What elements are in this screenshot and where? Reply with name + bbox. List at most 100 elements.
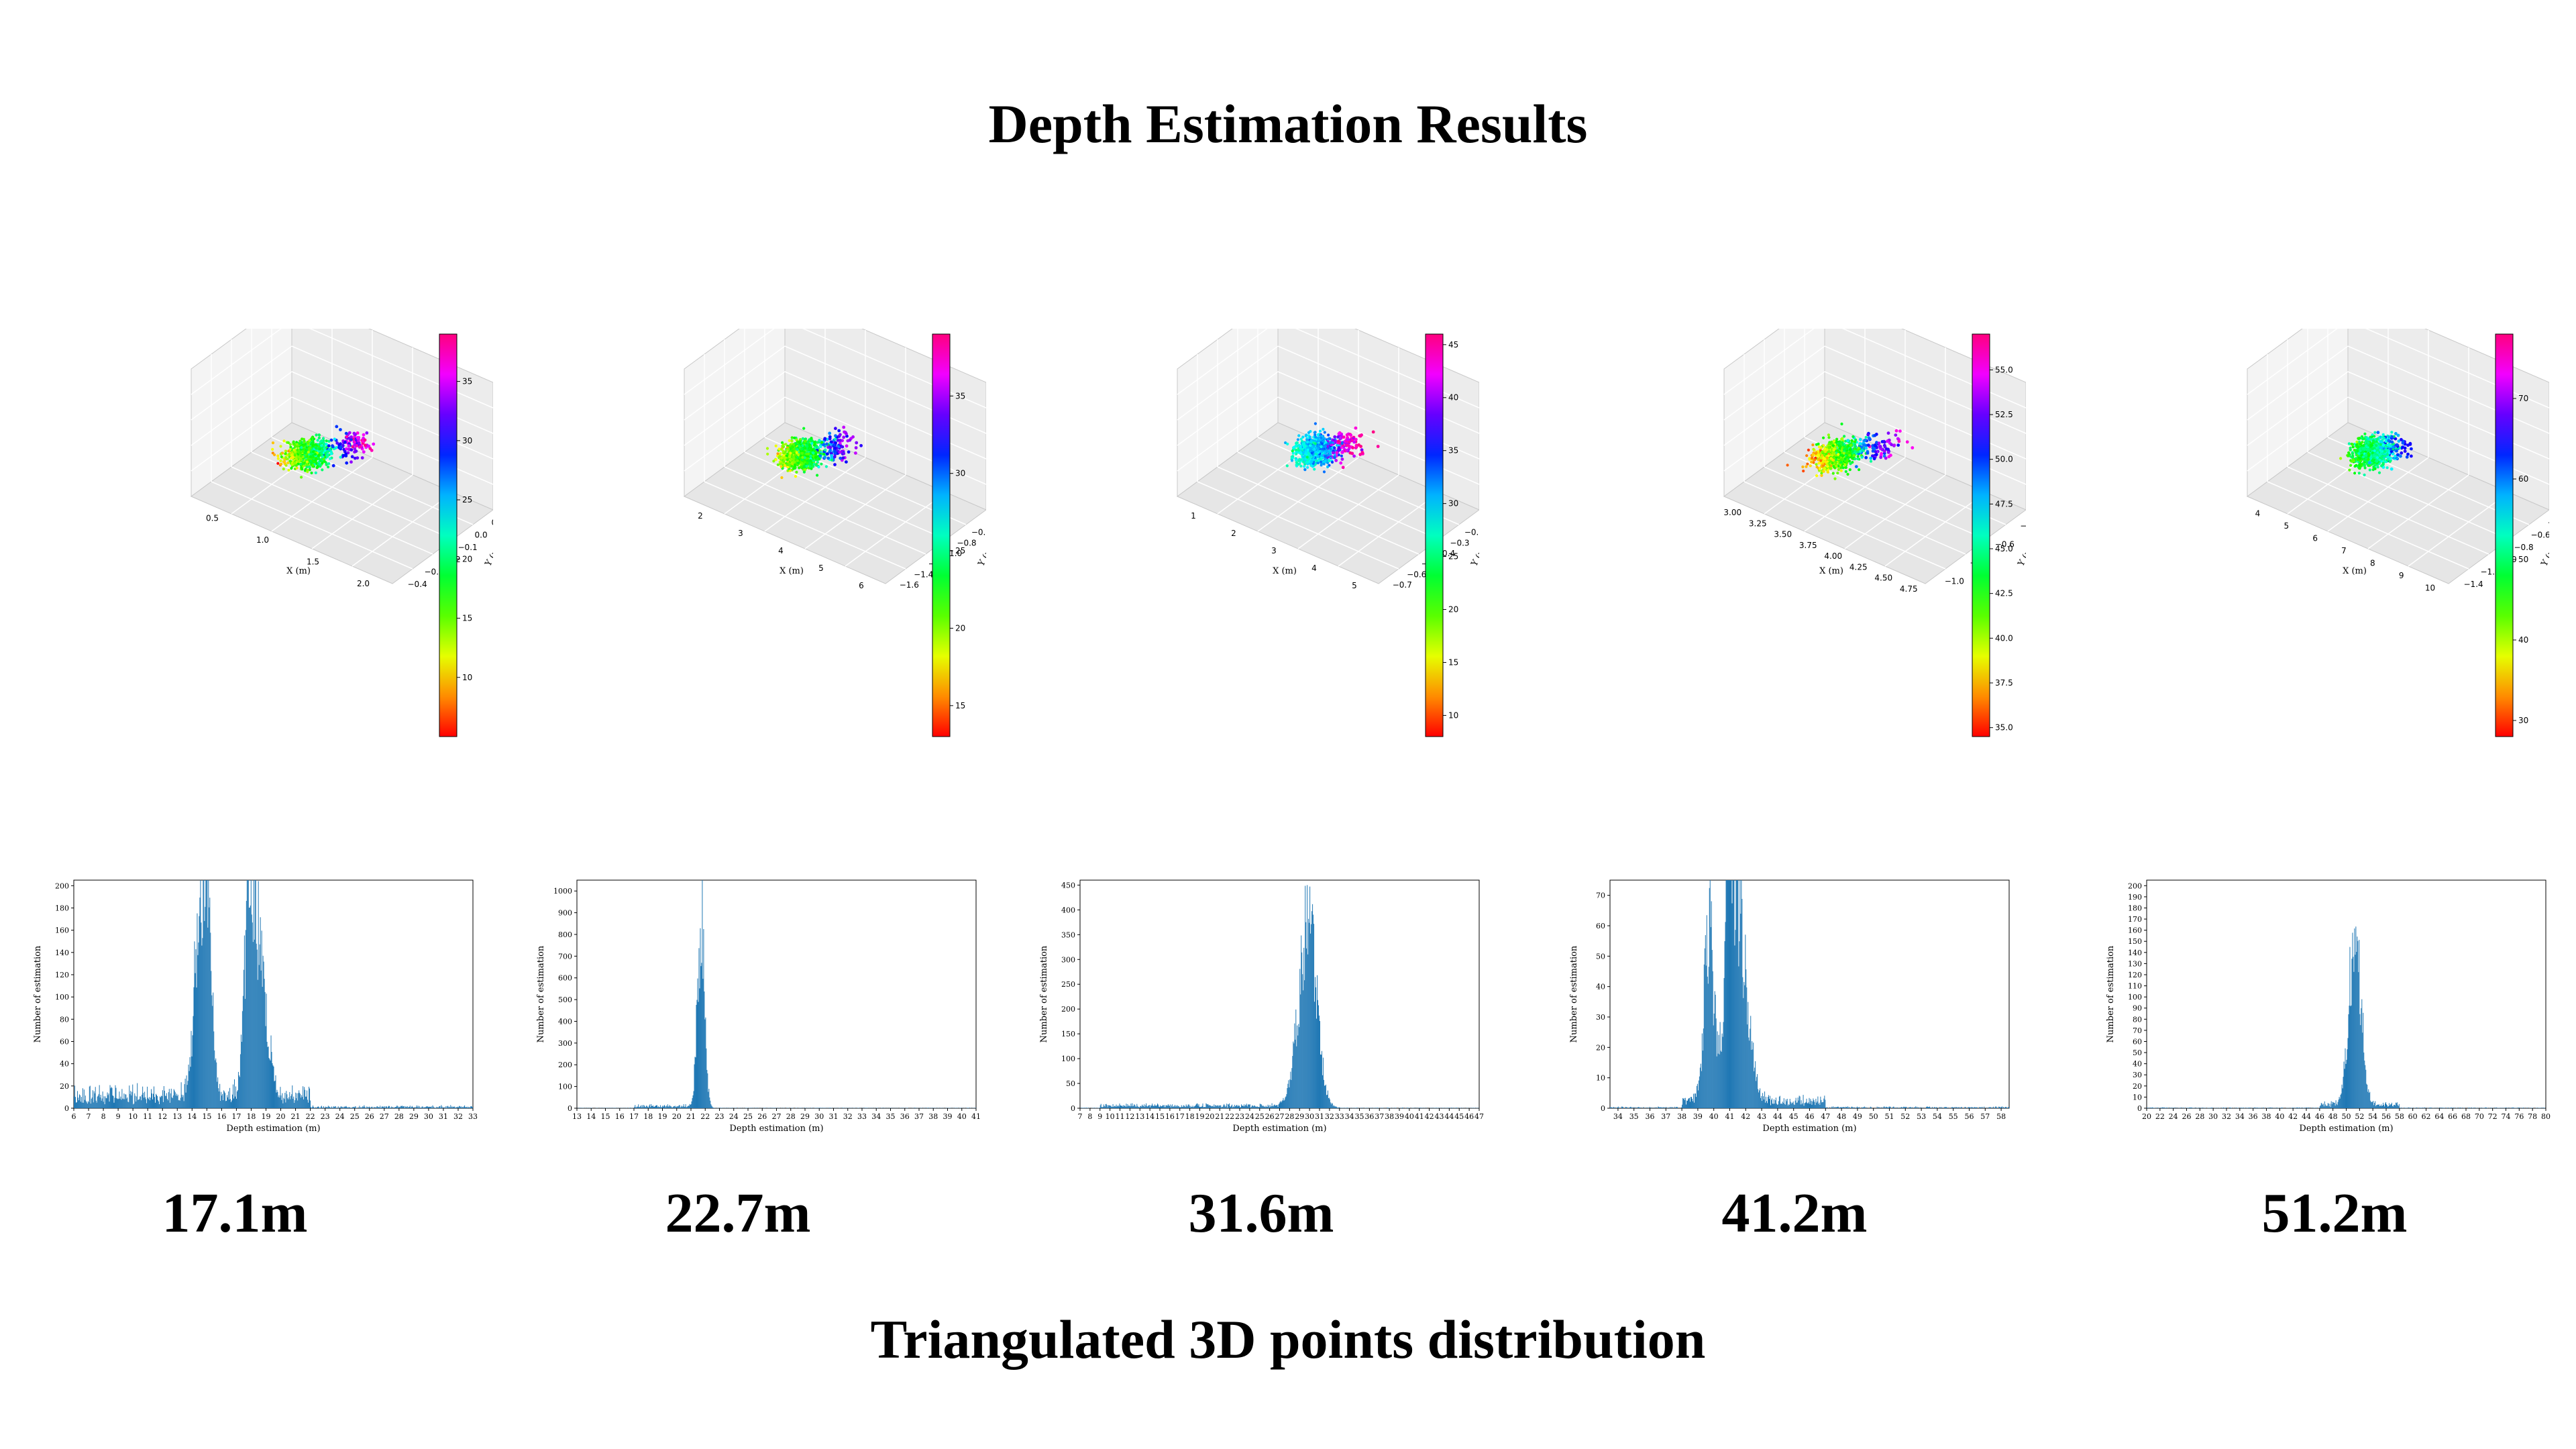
scatter-point xyxy=(854,446,858,449)
scatter-point xyxy=(1316,455,1320,458)
scatter-point xyxy=(2358,447,2361,451)
colorbar-tick-label: 35 xyxy=(462,377,472,386)
colorbar-tick-label: 15 xyxy=(462,614,472,623)
x-tick-label: 5 xyxy=(1352,581,1357,590)
scatter-point xyxy=(1812,447,1815,451)
scatter-point xyxy=(776,452,780,455)
scatter-point xyxy=(1339,436,1343,440)
scatter-point xyxy=(1869,460,1873,463)
scatter-point xyxy=(279,445,282,448)
scatter-point xyxy=(1354,426,1358,430)
hist-bar xyxy=(118,1098,119,1108)
scatter-point xyxy=(321,455,325,459)
scatter-point xyxy=(2391,452,2394,455)
x-tick-label: 5 xyxy=(2284,521,2289,531)
scatter-point xyxy=(286,461,290,465)
scatter-point xyxy=(834,437,837,441)
colorbar-tick-label: 42.5 xyxy=(1995,589,2013,598)
x-tick-label: 4 xyxy=(778,546,784,555)
scatter-point xyxy=(788,454,792,458)
grid-line xyxy=(744,451,947,540)
scatter3d-chart-4: 3.003.253.503.754.004.254.504.75−0.4−0.6… xyxy=(1723,329,2026,737)
hist-bar xyxy=(97,1096,98,1108)
scatter-point xyxy=(314,453,317,456)
scatter-point xyxy=(803,456,806,460)
hist-bar xyxy=(78,1100,79,1108)
scatter-point xyxy=(319,440,322,443)
scatter-point xyxy=(305,465,309,468)
scatter-point xyxy=(2375,444,2378,447)
grid-line xyxy=(1824,396,2026,485)
scatter-point xyxy=(2363,473,2366,477)
scatter-point xyxy=(814,450,818,453)
scatter-point xyxy=(782,456,786,460)
scatter-point xyxy=(271,447,274,451)
scatter-point xyxy=(1843,457,1847,460)
scatter-point xyxy=(806,445,809,448)
scatter-point xyxy=(797,453,800,456)
colorbar-tick-label: 35 xyxy=(1448,446,1458,455)
scatter-point xyxy=(790,439,794,443)
scatter-point xyxy=(1304,434,1307,437)
scatter-point xyxy=(1357,443,1360,447)
scatter-point xyxy=(1335,451,1339,455)
scatter-point xyxy=(363,438,367,442)
scatter-point xyxy=(782,445,786,448)
scatter-point xyxy=(828,435,832,439)
scatter-point xyxy=(833,451,837,455)
scatter-point xyxy=(1845,451,1849,455)
scatter-point xyxy=(288,447,292,451)
scatter-point xyxy=(1324,441,1328,444)
scatter-point xyxy=(1837,456,1841,460)
scatter-point xyxy=(790,458,793,461)
scatter-point xyxy=(2371,468,2375,472)
scatter-point xyxy=(1851,435,1855,438)
scatter-point xyxy=(282,439,286,443)
scatter-point xyxy=(833,443,836,447)
scatter-point xyxy=(1836,472,1839,475)
scatter-point xyxy=(308,439,311,442)
scatter-point xyxy=(812,465,815,468)
scatter-point xyxy=(822,453,826,456)
scatter-point xyxy=(2372,466,2375,469)
scatter-point xyxy=(1841,437,1844,440)
x-tick-label: 2.0 xyxy=(357,579,370,588)
scatter-point xyxy=(796,448,799,451)
scatter-point xyxy=(1305,438,1309,441)
scatter-point xyxy=(1321,454,1324,458)
scatter-point xyxy=(350,448,354,451)
scatter-point xyxy=(1813,458,1817,462)
x-tick-label: 4.25 xyxy=(1849,562,1868,572)
hist-bar xyxy=(74,1097,76,1108)
x-tick-label: 9 xyxy=(2399,571,2404,580)
scatter-point xyxy=(2390,440,2394,444)
grid-line xyxy=(191,396,292,472)
scatter-point xyxy=(302,437,305,441)
scatter-point xyxy=(1802,470,1805,473)
y-tick-label: 0.1 xyxy=(492,518,494,527)
scatter-point xyxy=(1892,443,1896,447)
scatter-point xyxy=(814,458,818,462)
scatter-point xyxy=(1832,439,1836,443)
scatter-point xyxy=(2353,472,2357,475)
scatter-point xyxy=(798,466,801,470)
grid-line xyxy=(1237,451,1440,540)
scatter-point xyxy=(1825,463,1829,466)
scatter-point xyxy=(1866,433,1870,437)
colorbar xyxy=(932,333,951,737)
scatter-point xyxy=(1821,464,1825,468)
scatter-point xyxy=(287,468,290,472)
scatter-point xyxy=(2395,449,2398,453)
scatter-point xyxy=(2403,449,2407,453)
scatter-point xyxy=(818,458,821,461)
scatter-point xyxy=(822,443,826,446)
x-tick-label: 8 xyxy=(2370,559,2375,568)
x-axis-label: X (m) xyxy=(1273,566,1297,576)
hist-bar xyxy=(87,1104,88,1108)
scatter-point xyxy=(809,459,812,462)
hist-bar xyxy=(101,1100,102,1108)
scatter-point xyxy=(1354,437,1358,441)
scatter-point xyxy=(848,438,852,442)
colorbar-tick-label: 45 xyxy=(1448,340,1458,350)
scatter-point xyxy=(1330,460,1334,464)
